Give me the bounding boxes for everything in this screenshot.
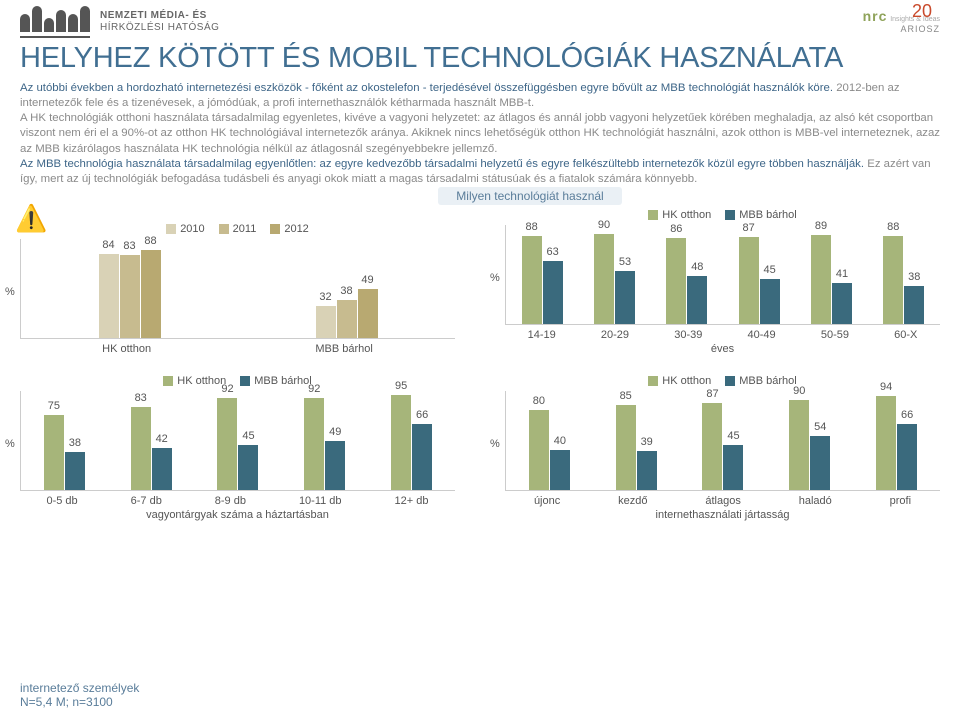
bar: 87 <box>739 237 759 324</box>
bar: 94 <box>876 396 896 490</box>
legend: HK otthonMBB bárhol <box>20 375 455 387</box>
bar: 49 <box>358 289 378 338</box>
logo-left: NEMZETI MÉDIA- ÉSHÍRKÖZLÉSI HATÓSÁG <box>20 6 219 38</box>
bar: 38 <box>904 286 924 324</box>
bar-group: 9245 <box>217 398 258 490</box>
bar-group: 8838 <box>883 236 924 324</box>
chart-a: 201020112012%848388323849⚠️HK otthonMBB … <box>20 223 455 355</box>
bar: 63 <box>543 261 563 324</box>
x-categories: HK otthonMBB bárhol <box>20 343 455 355</box>
bar: 45 <box>723 445 743 490</box>
bar: 95 <box>391 395 411 490</box>
bar: 42 <box>152 448 172 490</box>
bar: 88 <box>522 236 542 324</box>
bar: 32 <box>316 306 336 338</box>
charts-top-row: 201020112012%848388323849⚠️HK otthonMBB … <box>0 205 960 355</box>
body-text: Az utóbbi években a hordozható internete… <box>0 81 960 187</box>
page-title: HELYHEZ KÖTÖTT ÉS MOBIL TECHNOLÓGIÁK HAS… <box>0 38 960 81</box>
logo-right: 20 nrc Insights & Ideas ARIOSZ <box>863 9 940 35</box>
bar-group: 9466 <box>876 396 917 490</box>
bar: 48 <box>687 276 707 324</box>
bar-group: 8648 <box>666 238 707 324</box>
bar: 89 <box>811 235 831 324</box>
x-subtitle: vagyontárgyak száma a háztartásban <box>20 509 455 521</box>
bar: 92 <box>304 398 324 490</box>
bar-group: 8941 <box>811 235 852 324</box>
bar: 83 <box>120 255 140 338</box>
bar-group: 8539 <box>616 405 657 490</box>
bar-group: 9566 <box>391 395 432 490</box>
warning-icon: ⚠️ <box>15 203 47 234</box>
bar: 40 <box>550 450 570 490</box>
x-subtitle: internethasználati jártasság <box>505 509 940 521</box>
legend: HK otthonMBB bárhol <box>505 375 940 387</box>
bar-group: 9053 <box>594 234 635 324</box>
bar-group: 8040 <box>529 410 570 490</box>
bar: 66 <box>412 424 432 490</box>
bar: 88 <box>141 250 161 338</box>
bar: 49 <box>325 441 345 490</box>
x-subtitle: éves <box>505 343 940 355</box>
bar-group: 323849⚠️ <box>316 289 378 338</box>
bar: 38 <box>337 300 357 338</box>
bar-group: 9054 <box>789 400 830 490</box>
bars: %75388342924592499566 <box>20 391 455 491</box>
bar-group: 8342 <box>131 407 172 490</box>
legend: 201020112012 <box>20 223 455 235</box>
bar-group: 8863 <box>522 236 563 324</box>
bar: 66 <box>897 424 917 490</box>
bar: 87 <box>702 403 722 490</box>
bar-group: 8745 <box>702 403 743 490</box>
bar: 90 <box>594 234 614 324</box>
page-number: 20 <box>912 2 932 22</box>
bars: %848388323849⚠️ <box>20 239 455 339</box>
bar: 92 <box>217 398 237 490</box>
chart-d: HK otthonMBB bárhol%80408539874590549466… <box>505 375 940 521</box>
bar-group: 7538 <box>44 415 85 490</box>
charts-bottom-row: HK otthonMBB bárhol%75388342924592499566… <box>0 355 960 521</box>
brand-ariosz: ARIOSZ <box>900 24 940 34</box>
chart-c: HK otthonMBB bárhol%75388342924592499566… <box>20 375 455 521</box>
bar: 80 <box>529 410 549 490</box>
bar: 45 <box>238 445 258 490</box>
bar: 41 <box>832 283 852 324</box>
header: NEMZETI MÉDIA- ÉSHÍRKÖZLÉSI HATÓSÁG 20 n… <box>0 0 960 38</box>
bar: 39 <box>637 451 657 490</box>
bar: 86 <box>666 238 686 324</box>
brand-nrc: nrc <box>863 8 888 24</box>
legend: HK otthonMBB bárhol <box>505 209 940 221</box>
bar-group: 8745 <box>739 237 780 324</box>
bar: 84 <box>99 254 119 338</box>
bar: 83 <box>131 407 151 490</box>
x-categories: 0-5 db6-7 db8-9 db10-11 db12+ db <box>20 495 455 507</box>
bar-group: 9249 <box>304 398 345 490</box>
logo-text: NEMZETI MÉDIA- ÉSHÍRKÖZLÉSI HATÓSÁG <box>100 10 219 34</box>
bar: 88 <box>883 236 903 324</box>
bar: 54 <box>810 436 830 490</box>
bar: 85 <box>616 405 636 490</box>
x-categories: újonckezdőátlagoshaladóprofi <box>505 495 940 507</box>
logo-bars-icon <box>20 6 90 38</box>
footer-note: internetező személyekN=5,4 M; n=3100 <box>20 681 139 709</box>
bar: 53 <box>615 271 635 324</box>
bar: 45 <box>760 279 780 324</box>
chart-b: HK otthonMBB bárhol%88639053864887458941… <box>505 209 940 355</box>
chart-title: Milyen technológiát használ <box>438 187 621 205</box>
bar: 38 <box>65 452 85 490</box>
bar: 75 <box>44 415 64 490</box>
x-categories: 14-1920-2930-3940-4950-5960-X <box>505 329 940 341</box>
bars: %80408539874590549466 <box>505 391 940 491</box>
bar-group: 848388 <box>99 250 161 338</box>
bar: 90 <box>789 400 809 490</box>
bars: %886390538648874589418838 <box>505 225 940 325</box>
